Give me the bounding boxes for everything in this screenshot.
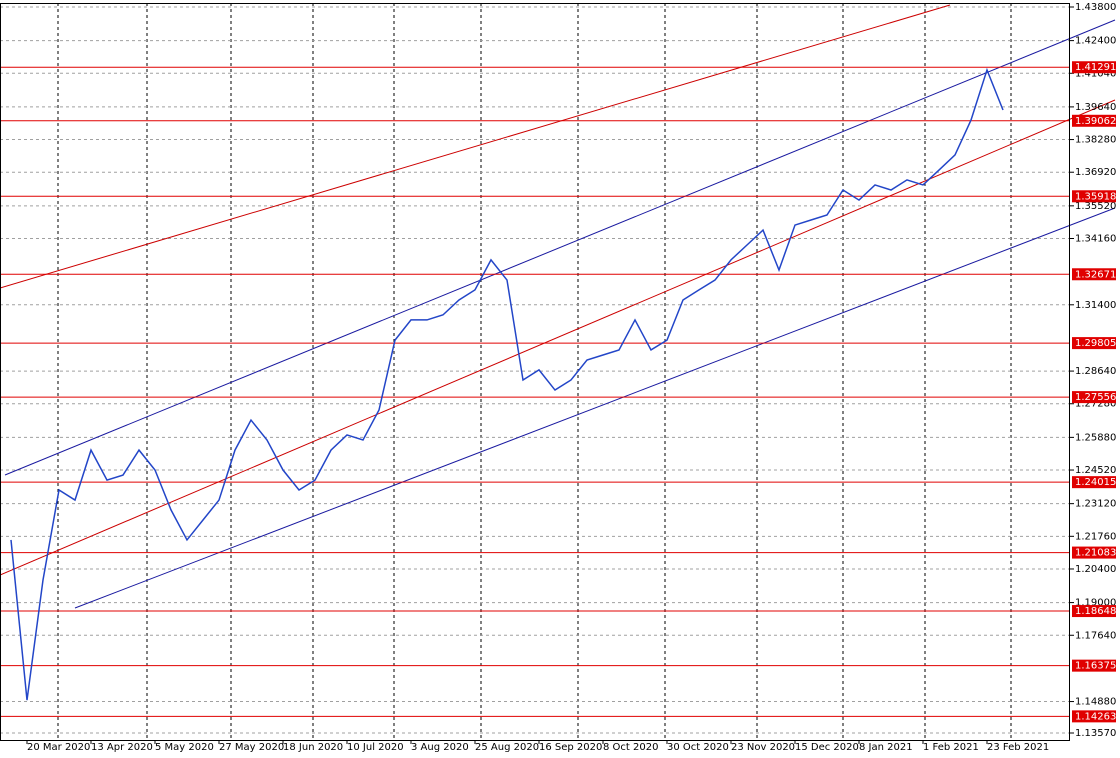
axes: 1.43800 1.42400 1.41040 1.39640 1.38280 1.369… bbox=[26, 2, 1116, 753]
channel-upper bbox=[4, 19, 1116, 476]
x-tick-label: 1 Feb 2021 bbox=[923, 742, 979, 753]
level-label-box bbox=[1072, 337, 1116, 350]
y-tick-label: 1.14880 bbox=[1075, 697, 1116, 708]
level-label-box bbox=[1072, 61, 1116, 74]
y-tick-label: 1.23120 bbox=[1075, 499, 1116, 510]
y-tick-label: 1.35520 bbox=[1075, 201, 1116, 212]
x-tick-label: 8 Oct 2020 bbox=[603, 742, 658, 753]
x-tick-label: 16 Sep 2020 bbox=[539, 742, 602, 753]
y-tick-label: 1.41040 bbox=[1075, 68, 1116, 79]
y-tick-label: 1.21760 bbox=[1075, 531, 1116, 542]
x-tick-label: 25 Aug 2020 bbox=[475, 742, 539, 753]
y-tick-label: 1.42400 bbox=[1075, 36, 1116, 47]
level-label: 1.14263 bbox=[1075, 711, 1116, 722]
level-label: 1.21083 bbox=[1075, 548, 1116, 559]
y-tick-label: 1.43800 bbox=[1075, 2, 1116, 13]
y-tick-label: 1.31400 bbox=[1075, 300, 1116, 311]
y-tick-label: 1.17640 bbox=[1075, 630, 1116, 641]
levels bbox=[0, 66, 1070, 717]
plot bbox=[10, 67, 1004, 701]
y-tick-label: 1.38280 bbox=[1075, 135, 1116, 146]
level-label: 1.16375 bbox=[1075, 661, 1116, 672]
level-label: 1.32671 bbox=[1075, 269, 1116, 280]
x-tick-label: 23 Nov 2020 bbox=[731, 742, 795, 753]
y-tick-label: 1.24520 bbox=[1075, 465, 1116, 476]
x-tick-label: 20 Mar 2020 bbox=[27, 742, 90, 753]
y-tick-label: 1.27280 bbox=[1075, 399, 1116, 410]
x-tick-label: 27 May 2020 bbox=[219, 742, 284, 753]
y-tick-label: 1.36920 bbox=[1075, 167, 1116, 178]
y-tick-label: 1.28640 bbox=[1075, 366, 1116, 377]
level-label: 1.24015 bbox=[1075, 477, 1116, 488]
level-label-box bbox=[1072, 605, 1116, 618]
y-tick-label: 1.25880 bbox=[1075, 432, 1116, 443]
x-tick-label: 18 Jun 2020 bbox=[283, 742, 343, 753]
level-label: 1.41291 bbox=[1075, 62, 1116, 73]
level-label-box bbox=[1072, 391, 1116, 404]
channel-top bbox=[0, 4, 951, 289]
x-tick-label: 23 Feb 2021 bbox=[987, 742, 1049, 753]
x-tick-label: 15 Dec 2020 bbox=[795, 742, 859, 753]
x-tick-label: 10 Jul 2020 bbox=[347, 742, 404, 753]
y-tick-label: 1.19000 bbox=[1075, 598, 1116, 609]
y-tick-label: 1.39640 bbox=[1075, 102, 1116, 113]
level-label: 1.39062 bbox=[1075, 116, 1116, 127]
level-label: 1.29805 bbox=[1075, 338, 1116, 349]
horizontal-grid bbox=[0, 6, 1070, 734]
level-label: 1.35918 bbox=[1075, 191, 1116, 202]
level-label-box bbox=[1072, 546, 1116, 559]
y-tick-label: 1.20400 bbox=[1075, 564, 1116, 575]
level-label-box bbox=[1072, 268, 1116, 281]
x-tick-label: 5 May 2020 bbox=[155, 742, 214, 753]
level-label-box bbox=[1072, 659, 1116, 672]
y-tick-label: 1.13570 bbox=[1075, 728, 1116, 739]
x-tick-label: 3 Aug 2020 bbox=[411, 742, 469, 753]
level-label-box bbox=[1072, 476, 1116, 489]
plot-frame bbox=[0, 3, 1070, 741]
level-label: 1.27556 bbox=[1075, 392, 1116, 403]
x-tick-label: 13 Apr 2020 bbox=[91, 742, 153, 753]
x-tick-label: 8 Jan 2021 bbox=[859, 742, 913, 753]
level-label: 1.18648 bbox=[1075, 606, 1116, 617]
y-tick-label: 1.34160 bbox=[1075, 234, 1116, 245]
price-line bbox=[10, 67, 1004, 701]
level-label-box bbox=[1072, 114, 1116, 127]
x-tick-label: 30 Oct 2020 bbox=[667, 742, 729, 753]
level-label-box bbox=[1072, 190, 1116, 203]
level-label-box bbox=[1072, 710, 1116, 723]
